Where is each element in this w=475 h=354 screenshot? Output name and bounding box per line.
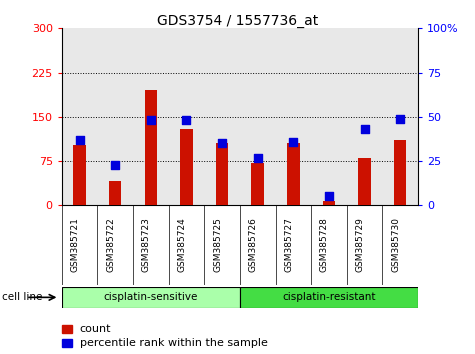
Bar <box>62 287 240 308</box>
Text: GSM385721: GSM385721 <box>71 217 80 272</box>
Point <box>325 194 332 199</box>
Point <box>182 118 190 123</box>
Point <box>111 162 119 167</box>
Bar <box>251 163 264 205</box>
Bar <box>180 129 193 205</box>
Bar <box>394 141 407 205</box>
Text: GDS3754 / 1557736_at: GDS3754 / 1557736_at <box>157 14 318 28</box>
Point <box>76 137 84 143</box>
Bar <box>323 201 335 205</box>
Text: cisplatin-sensitive: cisplatin-sensitive <box>104 292 198 302</box>
Text: GSM385722: GSM385722 <box>106 217 115 272</box>
Text: GSM385726: GSM385726 <box>249 217 257 272</box>
Text: cisplatin-resistant: cisplatin-resistant <box>282 292 376 302</box>
Point <box>396 116 404 121</box>
Text: GSM385725: GSM385725 <box>213 217 222 272</box>
Text: cell line: cell line <box>2 292 43 302</box>
Point <box>147 118 155 123</box>
Point <box>254 155 261 160</box>
Bar <box>73 144 86 205</box>
Bar <box>144 90 157 205</box>
Bar <box>358 158 371 205</box>
Text: GSM385724: GSM385724 <box>178 217 186 272</box>
Point <box>218 141 226 146</box>
Text: GSM385730: GSM385730 <box>391 217 400 272</box>
Point <box>289 139 297 144</box>
Text: GSM385727: GSM385727 <box>285 217 293 272</box>
Text: GSM385728: GSM385728 <box>320 217 329 272</box>
Text: percentile rank within the sample: percentile rank within the sample <box>80 338 268 348</box>
Point <box>361 126 369 132</box>
Bar <box>240 287 418 308</box>
Text: GSM385729: GSM385729 <box>356 217 365 272</box>
Text: GSM385723: GSM385723 <box>142 217 151 272</box>
Bar <box>216 143 228 205</box>
Bar <box>287 143 300 205</box>
Bar <box>109 181 122 205</box>
Text: count: count <box>80 324 111 334</box>
